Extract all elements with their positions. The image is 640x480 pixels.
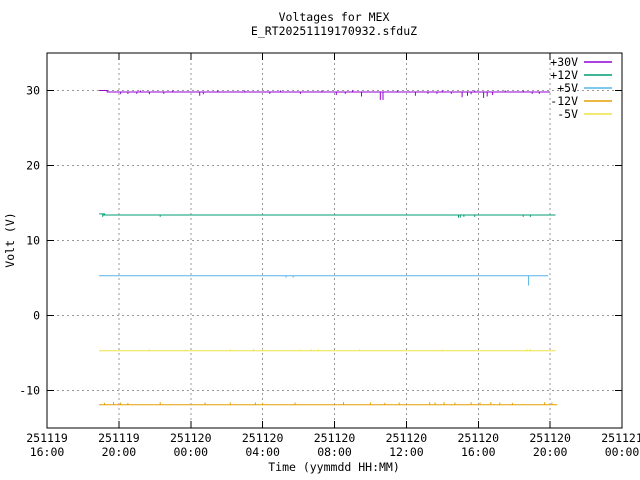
x-tick-label-time: 16:00 — [30, 445, 65, 459]
series-line-+30V — [99, 90, 551, 100]
x-tick-label-date: 251121 — [601, 431, 640, 445]
x-tick-label-time: 00:00 — [173, 445, 208, 459]
x-tick-label-time: 12:00 — [389, 445, 424, 459]
chart-subtitle: E_RT20251119170932.sfduZ — [251, 24, 417, 38]
x-tick-label-time: 04:00 — [245, 445, 280, 459]
legend-label--5V: -5V — [557, 107, 578, 121]
series-line--5V — [99, 348, 556, 352]
x-tick-label-date: 251119 — [26, 431, 68, 445]
legend-label-+30V: +30V — [550, 55, 578, 69]
x-tick-label-time: 20:00 — [102, 445, 137, 459]
x-tick-label-date: 251120 — [314, 431, 356, 445]
y-axis-label: Volt (V) — [3, 212, 17, 267]
x-tick-label-date: 251120 — [170, 431, 212, 445]
x-tick-label-date: 251120 — [386, 431, 428, 445]
series-line-+5V — [99, 275, 549, 286]
x-tick-label-time: 00:00 — [605, 445, 640, 459]
x-tick-label-time: 08:00 — [317, 445, 352, 459]
x-tick-label-time: 16:00 — [461, 445, 496, 459]
x-tick-label-time: 20:00 — [533, 445, 568, 459]
y-tick-label: -10 — [19, 384, 40, 398]
chart-title: Voltages for MEX — [279, 10, 390, 24]
x-tick-label-date: 251119 — [98, 431, 140, 445]
legend-label--12V: -12V — [550, 94, 578, 108]
y-tick-label: 30 — [26, 84, 40, 98]
x-tick-label-date: 251120 — [529, 431, 571, 445]
y-tick-label: 20 — [26, 159, 40, 173]
x-tick-label-date: 251120 — [242, 431, 284, 445]
series-line--12V — [99, 402, 558, 406]
series-line-+12V — [99, 213, 556, 218]
x-axis-label: Time (yymmdd HH:MM) — [268, 460, 400, 474]
y-tick-label: 10 — [26, 234, 40, 248]
x-tick-label-date: 251120 — [457, 431, 499, 445]
legend-label-+12V: +12V — [550, 68, 578, 82]
y-tick-label: 0 — [33, 309, 40, 323]
legend-label-+5V: +5V — [557, 81, 578, 95]
plot-area: -10010203025111916:0025111920:0025112000… — [19, 52, 640, 459]
